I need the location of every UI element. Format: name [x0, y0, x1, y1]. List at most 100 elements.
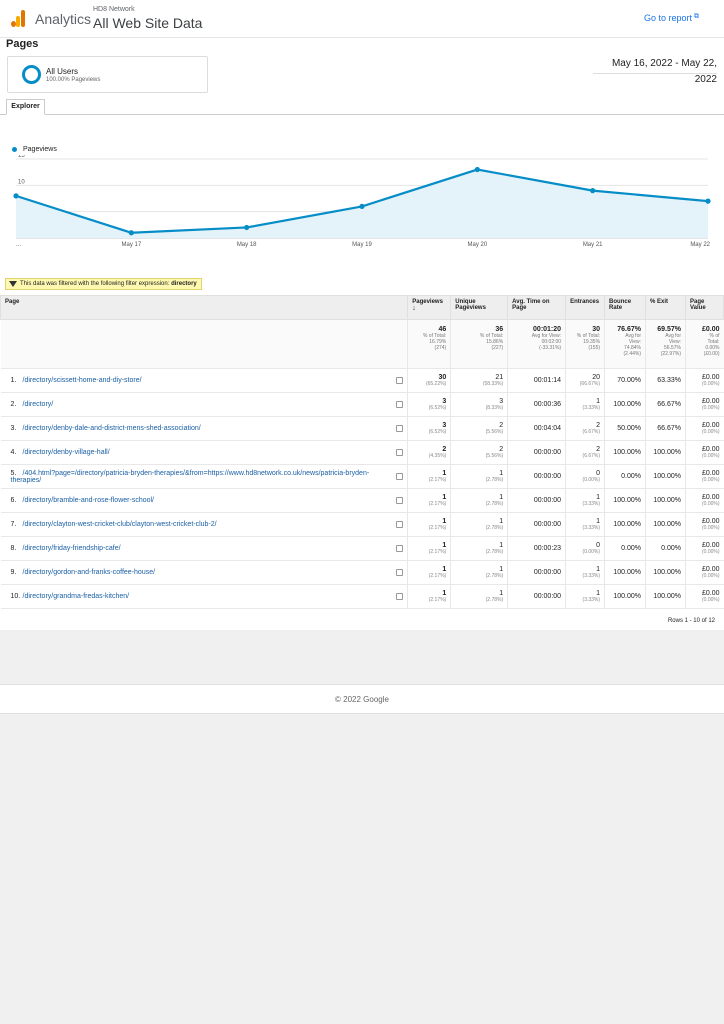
- table-row: 3. /directory/denby-dale-and-district-men…: [0, 416, 724, 441]
- exit-value: 63.33%: [657, 377, 681, 384]
- page-link[interactable]: /404.html?page=/directory/patricia-bryde…: [10, 469, 370, 484]
- avg-time-value: 00:00:00: [533, 593, 562, 600]
- avg-time-cell: 00:00:00: [507, 560, 566, 585]
- filter-text: This data was filtered with the followin…: [20, 281, 170, 287]
- totals-subtext: (-33.31%): [539, 345, 562, 351]
- table-row: 5./404.html?page=/directory/patricia-bry…: [0, 464, 724, 489]
- unique-pageviews-percent: (2.78%): [485, 525, 504, 531]
- page-link[interactable]: /directory/scissett-home-and-diy-store/: [22, 377, 142, 384]
- page-value-percent: (0.00%): [701, 501, 720, 507]
- page-link[interactable]: /directory/clayton-west-cricket-club/cla…: [22, 521, 217, 528]
- unique-pageviews-cell: 2 (5.56%): [450, 440, 508, 465]
- pageviews-value: 1: [442, 494, 447, 501]
- bounce-rate-value: 0.00%: [621, 473, 642, 480]
- totals-value: 76.67%: [617, 326, 642, 333]
- data-point: [705, 198, 711, 204]
- bounce-rate-cell: 0.00%: [604, 536, 646, 561]
- exit-cell: 100.00%: [645, 512, 686, 537]
- unique-pageviews-cell: 1 (2.78%): [450, 488, 508, 513]
- open-page-icon[interactable]: [396, 497, 404, 504]
- segment-percentage: 100.00% Pageviews: [46, 77, 101, 83]
- segment-card[interactable]: All Users 100.00% Pageviews: [7, 56, 208, 93]
- open-page-icon[interactable]: [396, 569, 404, 576]
- totals-subtext: Avg for: [625, 333, 642, 339]
- open-page-icon[interactable]: [396, 377, 404, 384]
- entrances-percent: (6.67%): [582, 429, 601, 435]
- page-value-cell: £0.00 (0.00%): [685, 440, 724, 465]
- exit-value: 100.00%: [653, 473, 681, 480]
- entrances-value: 1: [596, 398, 601, 405]
- page-value-cell: £0.00 (0.00%): [685, 512, 724, 537]
- y-tick-label: 15: [18, 155, 25, 159]
- col-header-page-value[interactable]: Page Value: [685, 295, 724, 320]
- page-value-value: £0.00: [701, 518, 720, 525]
- open-page-icon[interactable]: [396, 425, 404, 432]
- col-header-page[interactable]: Page: [0, 295, 409, 320]
- page-value-value: £0.00: [701, 566, 720, 573]
- totals-value: 69.57%: [657, 326, 681, 333]
- exit-value: 66.67%: [657, 401, 681, 408]
- page-cell: 8. /directory/friday-friendship-cafe/: [0, 536, 408, 561]
- pageviews-cell: 1 (2.17%): [407, 488, 451, 513]
- data-point: [244, 224, 250, 231]
- exit-cell: 66.67%: [645, 416, 686, 441]
- totals-subtext: View:: [628, 339, 642, 345]
- totals-subtext: 15.86%: [486, 339, 504, 345]
- bounce-rate-cell: 100.00%: [604, 512, 646, 537]
- unique-pageviews-cell: 3 (8.33%): [450, 392, 508, 417]
- x-tick-label: May 18: [237, 242, 257, 248]
- totals-subtext: % of Total:: [576, 333, 601, 339]
- open-page-icon[interactable]: [396, 521, 404, 528]
- col-header-exit[interactable]: % Exit: [645, 295, 686, 320]
- entrances-cell: 1 (3.33%): [565, 392, 605, 417]
- exit-cell: 100.00%: [645, 560, 686, 585]
- unique-pageviews-percent: (5.56%): [485, 429, 504, 435]
- tab-strip-border: [0, 114, 724, 115]
- col-header-pageviews[interactable]: Pageviews ↓: [407, 295, 452, 320]
- go-to-report-link[interactable]: Go to report ⧉: [644, 13, 699, 23]
- entrances-value: 1: [596, 590, 601, 597]
- exit-cell: 66.67%: [645, 392, 686, 417]
- unique-pageviews-cell: 1 (2.78%): [450, 512, 508, 537]
- totals-cell: 36% of Total: 15.86% (227): [450, 319, 508, 369]
- data-point: [474, 166, 480, 173]
- page-link[interactable]: /directory/friday-friendship-cafe/: [22, 545, 121, 552]
- pageviews-percent: (6.52%): [428, 429, 447, 435]
- row-number: 7.: [10, 521, 17, 528]
- table-row: 4./directory/denby-village-hall/2 (4.35%)…: [0, 440, 724, 465]
- entrances-percent: (3.33%): [582, 597, 601, 603]
- page-link[interactable]: /directory/grandma-fredas-kitchen/: [22, 593, 130, 600]
- page-link[interactable]: /directory/gordon-and-franks-coffee-hous…: [22, 569, 156, 576]
- page-title: Pages: [6, 38, 39, 50]
- pageviews-cell: 1 (2.17%): [407, 584, 451, 609]
- open-page-icon[interactable]: [396, 473, 404, 480]
- data-point: [590, 188, 596, 194]
- col-header-avg-time[interactable]: Avg. Time on Page: [507, 295, 567, 320]
- page-value-value: £0.00: [701, 422, 720, 429]
- date-range-picker[interactable]: May 16, 2022 - May 22, 2022: [593, 56, 717, 85]
- view-name[interactable]: All Web Site Data: [93, 15, 203, 31]
- x-tick-label: May 17: [121, 242, 141, 248]
- x-tick-label: May 20: [467, 242, 487, 248]
- table-row: 9. /directory/gordon-and-franks-coffee-ho…: [0, 560, 724, 585]
- unique-pageviews-cell: 1 (2.78%): [450, 464, 508, 489]
- open-page-icon[interactable]: [396, 449, 404, 456]
- rows-info: Rows 1 - 10 of 12: [667, 618, 715, 624]
- open-page-icon[interactable]: [396, 593, 404, 600]
- page-value-percent: (0.00%): [701, 477, 720, 483]
- tab-explorer[interactable]: Explorer: [6, 99, 45, 115]
- open-page-icon[interactable]: [396, 401, 404, 408]
- pageviews-percent: (2.17%): [428, 525, 447, 531]
- page-link[interactable]: /directory/bramble-and-rose-flower-schoo…: [22, 497, 155, 504]
- pageviews-cell: 1 (2.17%): [407, 512, 451, 537]
- page-link[interactable]: /directory/denby-village-hall/: [22, 449, 110, 456]
- col-header-entrances[interactable]: Entrances: [565, 295, 606, 320]
- bounce-rate-cell: 70.00%: [604, 368, 646, 393]
- col-header-bounce-rate[interactable]: Bounce Rate: [604, 295, 647, 320]
- col-header-unique-pageviews[interactable]: Unique Pageviews: [450, 295, 509, 320]
- page-link[interactable]: /directory/denby-dale-and-district-mens-…: [22, 425, 201, 432]
- open-page-icon[interactable]: [396, 545, 404, 552]
- unique-pageviews-value: 1: [499, 494, 504, 501]
- page-link[interactable]: /directory/: [22, 401, 54, 408]
